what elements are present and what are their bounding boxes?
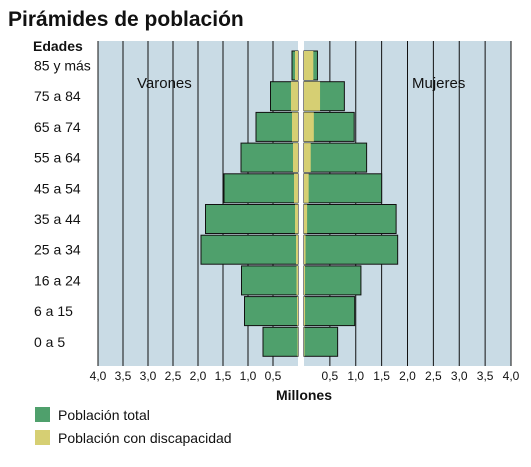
x-tick-right: 3,5 bbox=[477, 369, 494, 383]
x-tick-right: 2,0 bbox=[399, 369, 416, 383]
bar-mujeres-discapacidad-85-y-mas bbox=[304, 51, 314, 80]
x-tick-right: 3,0 bbox=[451, 369, 468, 383]
x-tick-left: 1,5 bbox=[215, 369, 232, 383]
x-tick-left: 4,0 bbox=[90, 369, 107, 383]
bar-varones-discapacidad-35-a-44 bbox=[295, 204, 298, 234]
x-tick-left: 0,5 bbox=[265, 369, 282, 383]
category-label-0-a-5: 0 a 5 bbox=[34, 334, 65, 350]
bar-varones-total-16-a-24 bbox=[241, 265, 299, 296]
legend-swatch-disability bbox=[35, 430, 50, 445]
bar-varones-discapacidad-16-a-24 bbox=[296, 265, 298, 295]
x-tick-right: 1,0 bbox=[347, 369, 364, 383]
bar-varones-discapacidad-65-a-74 bbox=[292, 112, 298, 142]
bar-mujeres-discapacidad-55-a-64 bbox=[304, 143, 311, 173]
chart-title: Pirámides de población bbox=[8, 8, 244, 31]
category-label-65-a-74: 65 a 74 bbox=[34, 119, 81, 135]
bar-mujeres-discapacidad-25-a-34 bbox=[304, 235, 306, 265]
category-label-75-a-84: 75 a 84 bbox=[34, 88, 81, 104]
bar-mujeres-discapacidad-0-a-5 bbox=[304, 327, 305, 357]
x-tick-right: 1,5 bbox=[373, 369, 390, 383]
category-label-16-a-24: 16 a 24 bbox=[34, 272, 81, 288]
x-axis-title: Millones bbox=[276, 387, 332, 403]
bar-mujeres-discapacidad-16-a-24 bbox=[304, 265, 306, 295]
bar-mujeres-discapacidad-45-a-54 bbox=[304, 173, 309, 203]
bar-mujeres-total-35-a-44 bbox=[303, 204, 397, 234]
bar-mujeres-total-25-a-34 bbox=[303, 234, 399, 265]
bar-mujeres-discapacidad-6-a-15 bbox=[304, 296, 306, 326]
right-side-label: Mujeres bbox=[412, 75, 465, 92]
category-label-25-a-34: 25 a 34 bbox=[34, 242, 81, 258]
bar-varones-discapacidad-75-a-84 bbox=[291, 81, 298, 111]
left-side-label: Varones bbox=[137, 75, 192, 92]
bar-varones-total-0-a-5 bbox=[262, 326, 299, 357]
legend: Población total Población con discapacid… bbox=[35, 407, 232, 446]
x-tick-left: 2,5 bbox=[165, 369, 182, 383]
x-tick-right: 0,5 bbox=[322, 369, 339, 383]
bar-varones-total-35-a-44 bbox=[205, 204, 299, 234]
bar-mujeres-discapacidad-35-a-44 bbox=[304, 204, 308, 234]
bar-mujeres-total-6-a-15 bbox=[303, 296, 356, 327]
category-labels: 85 y más 75 a 84 65 a 74 55 a 64 45 a 54 35 a… bbox=[34, 58, 91, 350]
x-tick-right: 2,5 bbox=[425, 369, 442, 383]
x-tick-right: 4,0 bbox=[503, 369, 520, 383]
bars bbox=[200, 50, 399, 357]
bar-varones-total-65-a-74 bbox=[255, 111, 299, 142]
bar-mujeres-total-0-a-5 bbox=[303, 326, 339, 357]
bar-mujeres-total-55-a-64 bbox=[303, 142, 368, 173]
bar-mujeres-total-16-a-24 bbox=[303, 265, 362, 296]
legend-label-total: Población total bbox=[58, 407, 150, 423]
category-label-45-a-54: 45 a 54 bbox=[34, 180, 81, 196]
bar-mujeres-total-45-a-54 bbox=[303, 173, 383, 204]
x-tick-left: 2,0 bbox=[190, 369, 207, 383]
bar-varones-discapacidad-55-a-64 bbox=[293, 143, 298, 173]
x-tick-left: 3,5 bbox=[115, 369, 132, 383]
bar-varones-total-45-a-54 bbox=[223, 173, 299, 204]
category-label-35-a-44: 35 a 44 bbox=[34, 211, 81, 227]
bar-varones-discapacidad-25-a-34 bbox=[296, 235, 298, 265]
legend-swatch-total bbox=[35, 407, 50, 422]
bar-varones-total-6-a-15 bbox=[244, 296, 299, 327]
x-tick-left: 1,0 bbox=[240, 369, 257, 383]
category-label-6-a-15: 6 a 15 bbox=[34, 303, 73, 319]
bar-varones-discapacidad-45-a-54 bbox=[294, 173, 298, 203]
legend-label-disability: Población con discapacidad bbox=[58, 430, 232, 446]
bar-varones-total-25-a-34 bbox=[200, 234, 299, 265]
x-axis-ticks: 4,0 3,5 3,0 2,5 2,0 1,5 1,0 0,5 0,5 1,0 1,5 2,0 2,5 3… bbox=[90, 369, 520, 383]
y-axis-title: Edades bbox=[33, 38, 83, 54]
category-label-85-y-mas: 85 y más bbox=[34, 58, 91, 74]
category-label-55-a-64: 55 a 64 bbox=[34, 150, 81, 166]
bar-varones-discapacidad-6-a-15 bbox=[297, 296, 298, 326]
grid-lines bbox=[97, 41, 512, 366]
bar-mujeres-discapacidad-75-a-84 bbox=[304, 81, 321, 111]
x-tick-left: 3,0 bbox=[140, 369, 157, 383]
bar-varones-discapacidad-0-a-5 bbox=[297, 327, 298, 357]
bar-varones-discapacidad-85-y-mas bbox=[295, 51, 298, 80]
bar-mujeres-discapacidad-65-a-74 bbox=[304, 112, 314, 142]
bar-varones-total-55-a-64 bbox=[240, 142, 299, 173]
